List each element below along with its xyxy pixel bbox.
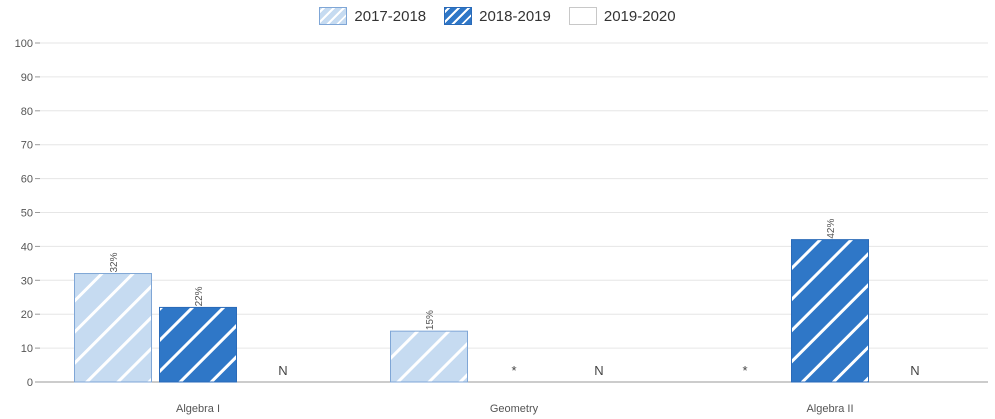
y-tick-label: 20 [21,309,33,321]
x-tick-label: Geometry [490,403,539,415]
x-tick-label: Algebra I [176,403,220,415]
bar [390,330,468,383]
bar-status-label: * [511,363,516,378]
legend-item-2019-2020[interactable]: 2019-2020 [568,7,676,25]
bar-value-label: 42% [826,219,837,239]
y-tick-label: 50 [21,208,33,220]
y-tick-label: 60 [21,174,33,186]
bar-status-label: N [278,363,287,378]
y-tick-label: 40 [21,241,33,253]
bar-value-label: 32% [109,252,120,272]
bar-status-label: * [742,363,747,378]
bar [74,273,152,383]
data-labels: 32% 22% N 15% * N * 42% N [109,219,920,378]
legend-item-2017-2018[interactable]: 2017-2018 [319,7,426,25]
y-tick-label: 90 [21,72,33,84]
legend-label: 2017-2018 [354,7,427,25]
legend-item-2018-2019[interactable]: 2018-2019 [444,7,551,25]
legend-swatch-2019-2020 [568,7,597,25]
y-tick-label: 30 [21,275,33,287]
bar-status-label: N [594,363,603,378]
bar-value-label: 22% [194,286,205,306]
legend-swatch-2017-2018 [319,7,348,25]
bars [74,239,869,383]
bar [159,306,237,383]
x-tick-label: Algebra II [806,403,853,415]
bar [791,239,869,383]
chart-legend: 2017-2018 2018-2019 2019-2020 [0,7,995,25]
y-tick-label: 0 [27,377,33,389]
bar-status-label: N [910,363,919,378]
y-tick-label: 70 [21,140,33,152]
y-tick-label: 80 [21,106,33,118]
legend-label: 2019-2020 [603,7,676,25]
legend-swatch-2018-2019 [444,7,473,25]
y-tick-label: 100 [15,38,33,50]
y-tick-label: 10 [21,343,33,355]
legend-label: 2018-2019 [479,7,551,25]
bar-value-label: 15% [425,310,436,330]
